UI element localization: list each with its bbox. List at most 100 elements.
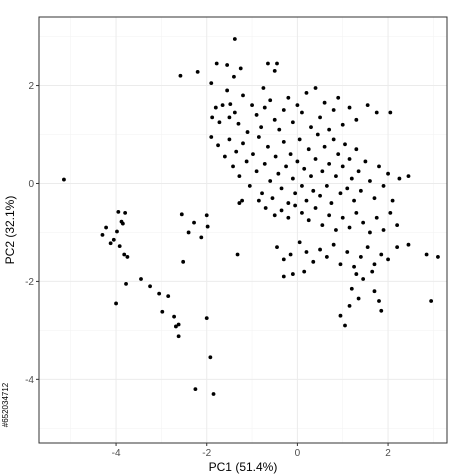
data-point — [261, 86, 266, 90]
data-point — [347, 303, 352, 308]
watermark-id: #652034712 — [1, 382, 10, 427]
data-point — [290, 176, 295, 181]
data-point — [379, 308, 384, 313]
data-point — [302, 269, 307, 274]
data-point — [240, 198, 244, 203]
data-point — [273, 154, 278, 159]
data-point — [356, 296, 361, 301]
data-point — [108, 241, 113, 246]
data-point — [225, 63, 230, 67]
data-point — [232, 110, 237, 115]
data-point — [139, 277, 143, 281]
data-point — [256, 198, 261, 203]
data-point — [309, 125, 313, 130]
data-point — [354, 210, 359, 215]
data-point — [266, 144, 270, 149]
data-point — [232, 74, 236, 79]
data-point — [270, 196, 275, 201]
data-point — [122, 252, 127, 257]
x-axis-title: PC1 (51.4%) — [209, 460, 278, 474]
data-point — [250, 103, 254, 108]
data-point — [436, 255, 440, 259]
data-point — [309, 174, 313, 179]
data-point — [313, 206, 318, 210]
y-tick-label: 0 — [28, 179, 34, 190]
data-point — [322, 144, 327, 149]
data-point — [214, 61, 219, 66]
data-point — [262, 161, 267, 166]
data-point — [304, 90, 309, 95]
data-point — [386, 171, 390, 176]
panel-border — [38, 16, 448, 444]
data-point — [276, 171, 281, 176]
data-point — [176, 334, 181, 339]
data-point — [388, 110, 393, 115]
data-point — [338, 262, 343, 267]
data-point — [358, 188, 363, 193]
y-axis-title: PC2 (32.1%) — [3, 196, 17, 265]
data-point — [331, 108, 336, 112]
data-point — [354, 147, 359, 152]
y-axis: -4 -2 0 2 — [25, 81, 39, 386]
data-point — [338, 191, 343, 196]
data-point — [352, 264, 356, 269]
data-point — [368, 179, 372, 183]
data-point — [192, 220, 196, 225]
data-point — [336, 152, 341, 157]
data-point — [340, 164, 345, 169]
data-point — [372, 289, 377, 294]
data-point — [368, 230, 372, 235]
data-point — [297, 137, 302, 142]
data-point — [286, 95, 291, 100]
data-point — [62, 177, 66, 182]
data-point — [424, 252, 429, 257]
data-point — [254, 169, 259, 174]
data-point — [213, 105, 218, 110]
data-point — [374, 215, 379, 220]
data-point — [381, 184, 386, 188]
data-point — [199, 235, 204, 240]
data-point — [120, 221, 125, 226]
data-point — [345, 186, 350, 191]
data-point — [365, 103, 370, 108]
data-point — [372, 262, 377, 267]
data-point — [232, 37, 237, 41]
data-point — [295, 159, 300, 164]
data-point — [179, 212, 184, 217]
data-point — [390, 198, 395, 203]
data-point — [349, 286, 354, 291]
data-point — [334, 174, 338, 179]
data-point — [209, 135, 214, 139]
data-point — [311, 259, 316, 264]
data-point — [222, 154, 227, 159]
data-point — [124, 281, 128, 286]
data-point — [211, 392, 216, 396]
data-point — [288, 152, 293, 157]
data-point — [216, 143, 220, 148]
data-point — [322, 100, 327, 105]
data-point — [381, 228, 386, 232]
data-point — [315, 132, 320, 137]
data-point — [125, 255, 130, 259]
data-point — [272, 68, 277, 73]
data-point — [320, 169, 325, 174]
data-points — [62, 37, 440, 396]
data-point — [205, 224, 210, 229]
data-point — [356, 169, 361, 174]
x-axis: -4 -2 0 2 — [112, 443, 391, 459]
data-point — [210, 115, 215, 120]
data-point — [397, 176, 402, 181]
data-point — [281, 139, 286, 144]
data-point — [347, 157, 352, 161]
data-point — [429, 299, 434, 303]
data-point — [304, 198, 309, 203]
data-point — [318, 115, 322, 120]
data-point — [181, 259, 186, 264]
data-point — [204, 213, 209, 218]
data-point — [279, 186, 284, 191]
data-point — [331, 242, 336, 247]
x-tick-label: 2 — [385, 448, 391, 459]
data-point — [148, 284, 152, 289]
data-point — [340, 122, 345, 127]
data-point — [284, 164, 288, 169]
